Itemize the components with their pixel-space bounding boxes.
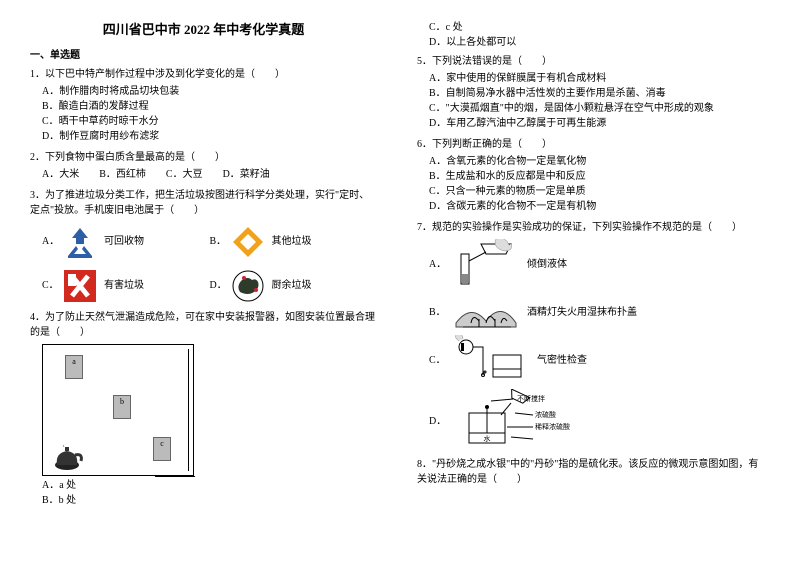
- q3-cell-d: D． 厨余垃圾: [210, 268, 378, 304]
- q7-a: A． 倾倒液体: [429, 239, 764, 289]
- q3-grid: A． 可回收物 B． 其他垃圾 C．: [42, 224, 377, 304]
- kettle-icon: [51, 445, 87, 471]
- q6-opt-d: D．含碳元素的化合物不一定是有机物: [429, 199, 764, 214]
- q1-stem: 1．以下巴中特产制作过程中涉及到化学变化的是（ ）: [30, 67, 377, 82]
- q1-opt-a: A．制作腊肉时将成品切块包装: [42, 84, 203, 99]
- q5-opt-b: B．自制简易净水器中活性炭的主要作用是杀菌、消毒: [429, 86, 764, 101]
- q7-b-label: 酒精灯失火用湿抹布扑盖: [527, 305, 637, 320]
- q4-opt-b: B．b 处: [42, 493, 203, 508]
- q3-cell-a: A． 可回收物: [42, 224, 210, 260]
- section-heading: 一、单选题: [30, 48, 377, 63]
- fire-cloth-icon: [451, 293, 521, 331]
- alarm-b: b: [113, 395, 131, 419]
- q4-stem: 4．为了防止天然气泄漏造成危险，可在家中安装报警器，如图安装位置最合理的是（ ）: [30, 310, 377, 340]
- q3-letter-a: A．: [42, 234, 56, 249]
- q3-label-d: 厨余垃圾: [272, 278, 312, 293]
- q5-opt-c: C．"大漠孤烟直"中的烟，是固体小颗粒悬浮在空气中形成的观象: [429, 101, 764, 116]
- q3-label-b: 其他垃圾: [272, 234, 312, 249]
- pour-liquid-icon: [451, 239, 521, 289]
- q1-opt-b: B．酿造白酒的发酵过程: [42, 99, 203, 114]
- q7-stem: 7．规范的实验操作是实验成功的保证，下列实验操作不规范的是（ ）: [417, 220, 764, 235]
- q3-label-a: 可回收物: [104, 234, 144, 249]
- dilute-acid-icon: 水 不断搅拌 浓硫酸 稀释浓硫酸: [451, 389, 571, 453]
- acid-label: 浓硫酸: [535, 410, 556, 419]
- q3-letter-b: B．: [210, 234, 224, 249]
- kitchen-trash-icon: [230, 268, 266, 304]
- other-trash-icon: [230, 224, 266, 260]
- water-label: 水: [484, 434, 491, 443]
- q7-b: B． 酒精灯失火用湿抹布扑盖: [429, 293, 764, 331]
- q4-opt-a: A．a 处: [42, 478, 203, 493]
- d-main-label: 稀释浓硫酸: [535, 422, 570, 431]
- q5-opt-d: D．车用乙醇汽油中乙醇属于可再生能源: [429, 116, 764, 131]
- q3-cell-c: C． 有害垃圾: [42, 268, 210, 304]
- q2-opt-d: D．菜籽油: [223, 167, 270, 182]
- q7-c: C． 气密性检查: [429, 335, 764, 385]
- q2-opts: A．大米 B．西红柿 C．大豆 D．菜籽油: [42, 167, 377, 182]
- q6-opts: A．含氧元素的化合物一定是氧化物 B．生成盐和水的反应都是中和反应 C．只含一种…: [417, 154, 764, 214]
- q6-opt-a: A．含氧元素的化合物一定是氧化物: [429, 154, 764, 169]
- q7-a-label: 倾倒液体: [527, 257, 567, 272]
- stir-label: 不断搅拌: [517, 394, 545, 403]
- right-column: C．c 处 D．以上各处都可以 5．下列说法错误的是（ ） A．家中使用的保鲜膜…: [417, 20, 764, 512]
- q6-opt-b: B．生成盐和水的反应都是中和反应: [429, 169, 764, 184]
- q7-d: D． 水 不断搅拌 浓硫酸 稀释浓硫酸: [429, 389, 764, 453]
- q2-stem: 2．下列食物中蛋白质含量最高的是（ ）: [30, 150, 377, 165]
- q1-opt-c: C．晒干中草药时晾干水分: [42, 114, 203, 129]
- q2-opt-b: B．西红柿: [99, 167, 146, 182]
- q7-d-letter: D．: [429, 414, 445, 429]
- alarm-a: a: [65, 355, 83, 379]
- q3-letter-d: D．: [210, 278, 224, 293]
- q5-stem: 5．下列说法错误的是（ ）: [417, 54, 764, 69]
- kitchen-diagram: a b c: [42, 344, 194, 476]
- q3-stem: 3．为了推进垃圾分类工作，把生活垃圾按图进行科学分类处理，实行"定时、定点"投放…: [30, 188, 377, 218]
- paper-title: 四川省巴中市 2022 年中考化学真题: [30, 20, 377, 40]
- recycle-icon: [62, 224, 98, 260]
- q6-opt-c: C．只含一种元素的物质一定是单质: [429, 184, 764, 199]
- q4-opt-c: C．c 处: [429, 20, 590, 35]
- q6-stem: 6．下列判断正确的是（ ）: [417, 137, 764, 152]
- q8-stem: 8．"丹砂烧之成水银"中的"丹砂"指的是硫化汞。该反应的微观示意图如图，有关说法…: [417, 457, 764, 487]
- q4-opt-d: D．以上各处都可以: [429, 35, 590, 50]
- q7-c-letter: C．: [429, 353, 445, 368]
- airtight-icon: [451, 335, 531, 385]
- q1-opt-d: D．制作豆腐时用纱布滤浆: [42, 129, 203, 144]
- q3-label-c: 有害垃圾: [104, 278, 144, 293]
- q2-opt-a: A．大米: [42, 167, 79, 182]
- q1-opts: A．制作腊肉时将成品切块包装 B．酿造白酒的发酵过程 C．晒干中草药时晾干水分 …: [42, 84, 377, 144]
- q7-b-letter: B．: [429, 305, 445, 320]
- q2-opt-c: C．大豆: [166, 167, 203, 182]
- q3-letter-c: C．: [42, 278, 56, 293]
- q7-c-label: 气密性检查: [537, 353, 587, 368]
- q5-opts: A．家中使用的保鲜膜属于有机合成材料 B．自制简易净水器中活性炭的主要作用是杀菌…: [417, 71, 764, 131]
- q7-a-letter: A．: [429, 257, 445, 272]
- left-column: 四川省巴中市 2022 年中考化学真题 一、单选题 1．以下巴中特产制作过程中涉…: [30, 20, 377, 512]
- q3-cell-b: B． 其他垃圾: [210, 224, 378, 260]
- hazard-trash-icon: [62, 268, 98, 304]
- q4-opts: A．a 处 B．b 处: [42, 478, 377, 508]
- alarm-c: c: [153, 437, 171, 461]
- q4-opts-right: C．c 处 D．以上各处都可以: [429, 20, 764, 50]
- q5-opt-a: A．家中使用的保鲜膜属于有机合成材料: [429, 71, 764, 86]
